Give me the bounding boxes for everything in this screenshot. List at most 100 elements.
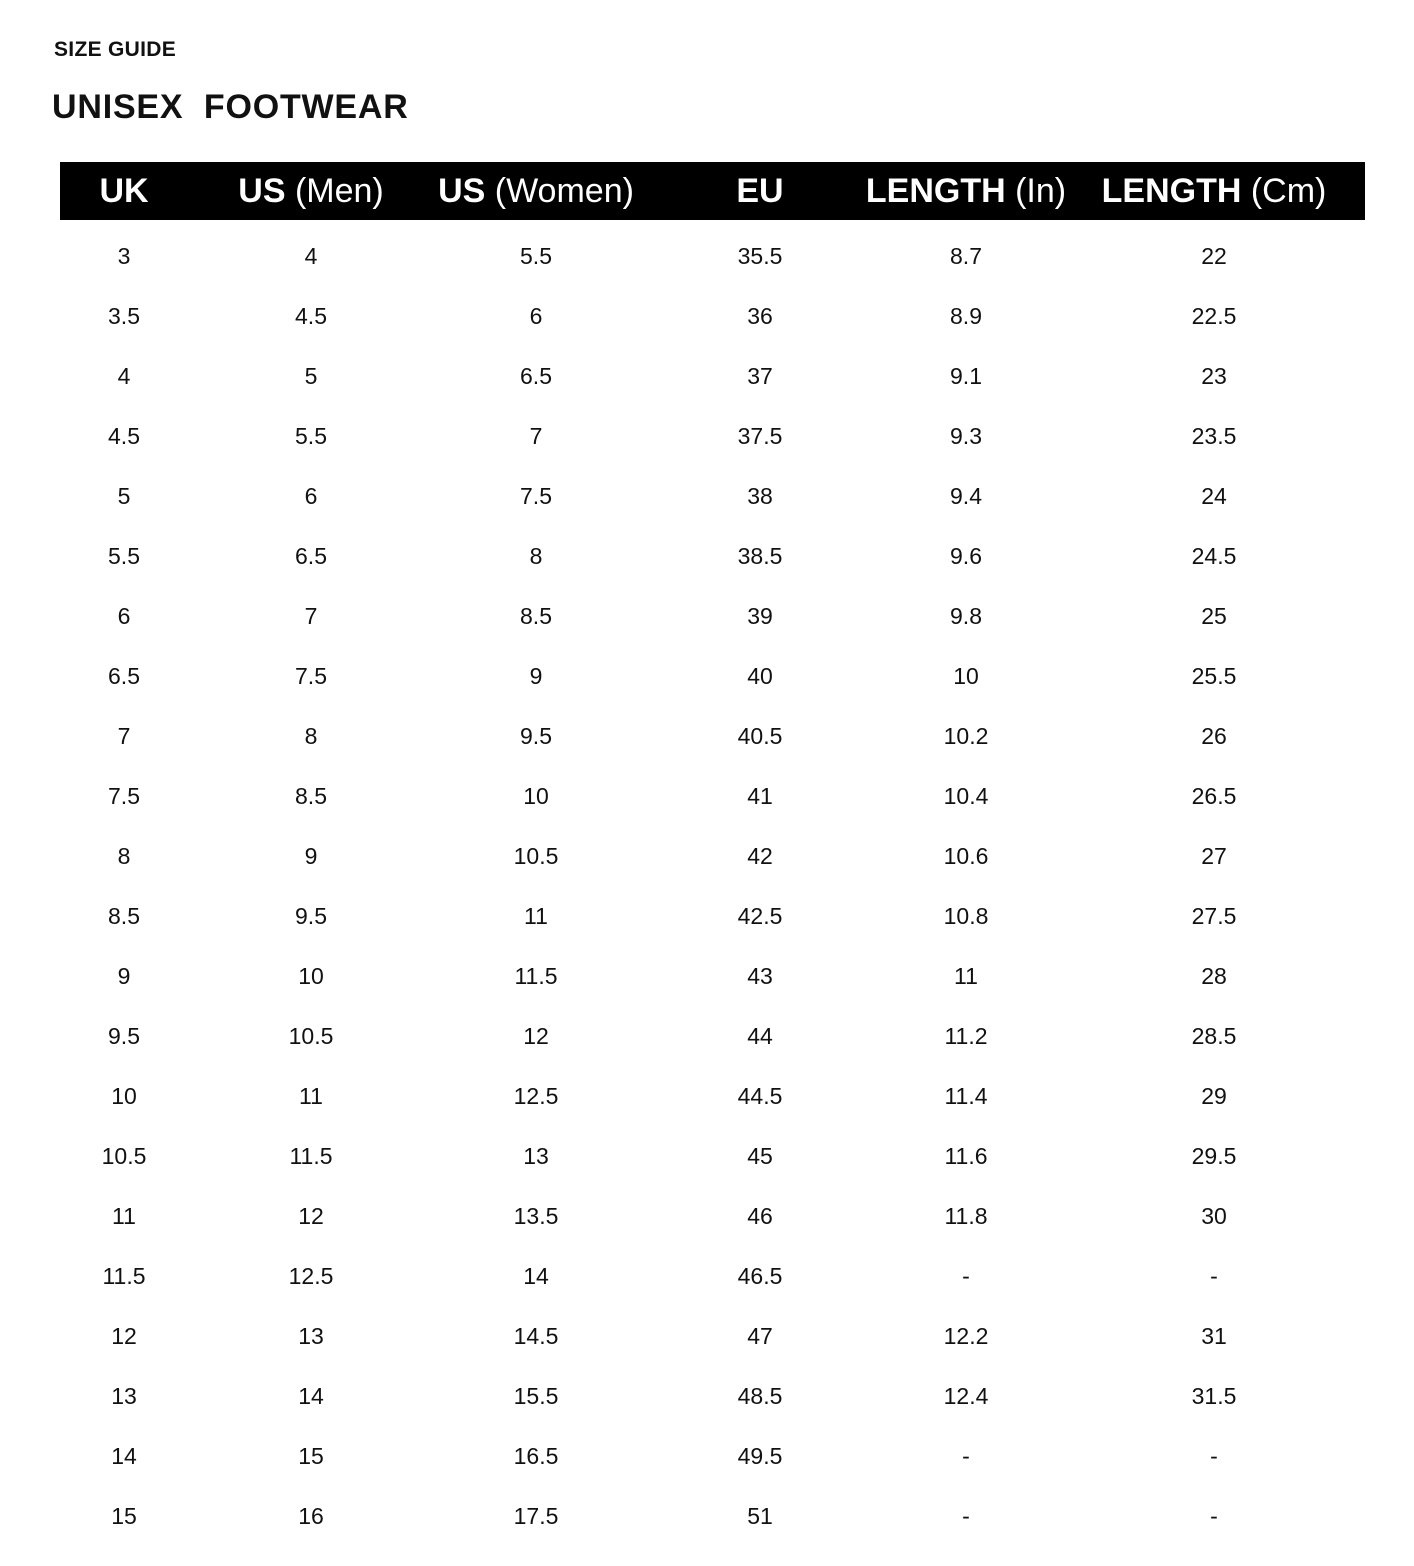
table-cell: 13.5	[513, 1203, 559, 1229]
table-cell: 4.5	[295, 303, 327, 329]
table-cell: 10.8	[943, 903, 989, 929]
table-cell: 35.5	[737, 243, 783, 269]
column-header: US (Women)	[438, 162, 634, 220]
table-cell: 4	[117, 363, 131, 389]
table-cell: -	[962, 1503, 970, 1529]
table-cell: 6	[529, 303, 543, 329]
table-row: 5.5 6.5 8 38.5 9.6 24.5	[0, 526, 1414, 586]
table-cell: 7	[304, 603, 318, 629]
table-row: 4 5 6.5 37 9.1 23	[0, 346, 1414, 406]
table-cell: 41	[747, 783, 773, 809]
column-header-unit: (Women)	[485, 172, 634, 210]
table-header: UK US (Men) US (Women) EU LENGTH (In) LENGTH …	[60, 162, 1365, 220]
table-cell: -	[1210, 1263, 1218, 1289]
column-header-bold: LENGTH	[865, 172, 1006, 210]
table-cell: 11.5	[102, 1263, 146, 1289]
table-cell: 38	[747, 483, 773, 509]
table-cell: 14	[298, 1383, 324, 1409]
table-cell: 40.5	[737, 723, 783, 749]
table-cell: 37	[747, 363, 773, 389]
table-cell: 9.6	[950, 543, 982, 569]
table-cell: 8	[304, 723, 318, 749]
table-cell: 10	[298, 963, 324, 989]
table-cell: 10	[523, 783, 549, 809]
size-table-body: 3 4 5.5 35.5 8.7 22 3.5 4.5 6 36 8.9 22.5 4 5 6.5 37 9.1…	[0, 226, 1414, 1546]
table-row: 12 13 14.5 47 12.2 31	[0, 1306, 1414, 1366]
table-cell: 7	[117, 723, 131, 749]
column-header: UK	[99, 162, 148, 220]
table-cell: 10.5	[101, 1143, 147, 1169]
table-cell: 7.5	[108, 783, 140, 809]
table-cell: 12.4	[943, 1383, 989, 1409]
table-cell: 30	[1201, 1203, 1227, 1229]
table-cell: 8.5	[295, 783, 327, 809]
table-cell: 6.5	[295, 543, 327, 569]
table-cell: 12	[523, 1023, 549, 1049]
table-cell: 9	[529, 663, 543, 689]
table-cell: 11.6	[944, 1143, 988, 1169]
table-cell: 23.5	[1191, 423, 1237, 449]
table-cell: 27	[1201, 843, 1227, 869]
table-cell: 38.5	[737, 543, 783, 569]
column-header: LENGTH (Cm)	[1102, 162, 1327, 220]
table-cell: 10.2	[943, 723, 989, 749]
table-cell: 7.5	[520, 483, 552, 509]
table-cell: 24	[1201, 483, 1227, 509]
table-cell: 11.5	[289, 1143, 333, 1169]
table-cell: 14	[523, 1263, 549, 1289]
table-cell: 4.5	[108, 423, 140, 449]
table-row: 5 6 7.5 38 9.4 24	[0, 466, 1414, 526]
column-header-unit: (In)	[1005, 172, 1067, 210]
table-row: 3 4 5.5 35.5 8.7 22	[0, 226, 1414, 286]
size-guide-label: SIZE GUIDE	[54, 38, 177, 61]
table-cell: 11	[112, 1203, 136, 1229]
table-cell: 11	[299, 1083, 323, 1109]
table-cell: 44.5	[737, 1083, 783, 1109]
table-cell: 9	[117, 963, 131, 989]
table-cell: 51	[747, 1503, 773, 1529]
table-cell: 9.5	[108, 1023, 140, 1049]
column-header-bold: EU	[736, 172, 784, 210]
table-cell: 9.1	[950, 363, 982, 389]
table-cell: 25.5	[1191, 663, 1237, 689]
table-row: 9.5 10.5 12 44 11.2 28.5	[0, 1006, 1414, 1066]
table-cell: 46	[747, 1203, 773, 1229]
table-cell: 29	[1201, 1083, 1227, 1109]
table-cell: 3	[117, 243, 131, 269]
column-header-bold: US	[438, 172, 486, 210]
table-cell: 39	[747, 603, 773, 629]
table-cell: 13	[523, 1143, 549, 1169]
table-cell: 26	[1201, 723, 1227, 749]
table-cell: 46.5	[737, 1263, 783, 1289]
table-cell: 28.5	[1191, 1023, 1237, 1049]
table-cell: 11	[954, 963, 978, 989]
table-row: 7 8 9.5 40.5 10.2 26	[0, 706, 1414, 766]
table-cell: 29.5	[1191, 1143, 1237, 1169]
table-cell: 23	[1201, 363, 1227, 389]
table-cell: 40	[747, 663, 773, 689]
table-cell: 10.6	[943, 843, 989, 869]
table-cell: 22.5	[1191, 303, 1237, 329]
table-cell: 5	[304, 363, 318, 389]
table-cell: 4	[304, 243, 318, 269]
table-cell: 25	[1201, 603, 1227, 629]
table-row: 13 14 15.5 48.5 12.4 31.5	[0, 1366, 1414, 1426]
column-header: LENGTH (In)	[866, 162, 1066, 220]
table-cell: 49.5	[737, 1443, 783, 1469]
table-cell: 10	[953, 663, 979, 689]
table-cell: -	[962, 1263, 970, 1289]
table-cell: 12.5	[288, 1263, 334, 1289]
table-row: 8.5 9.5 11 42.5 10.8 27.5	[0, 886, 1414, 946]
table-cell: 36	[747, 303, 773, 329]
table-row: 4.5 5.5 7 37.5 9.3 23.5	[0, 406, 1414, 466]
table-cell: 17.5	[513, 1503, 559, 1529]
table-cell: 5	[117, 483, 131, 509]
table-cell: 5.5	[520, 243, 552, 269]
table-cell: 48.5	[737, 1383, 783, 1409]
table-cell: 45	[747, 1143, 773, 1169]
table-row: 6 7 8.5 39 9.8 25	[0, 586, 1414, 646]
table-cell: 9	[304, 843, 318, 869]
table-cell: 8.9	[950, 303, 982, 329]
table-cell: 8.5	[520, 603, 552, 629]
table-cell: 14.5	[513, 1323, 559, 1349]
